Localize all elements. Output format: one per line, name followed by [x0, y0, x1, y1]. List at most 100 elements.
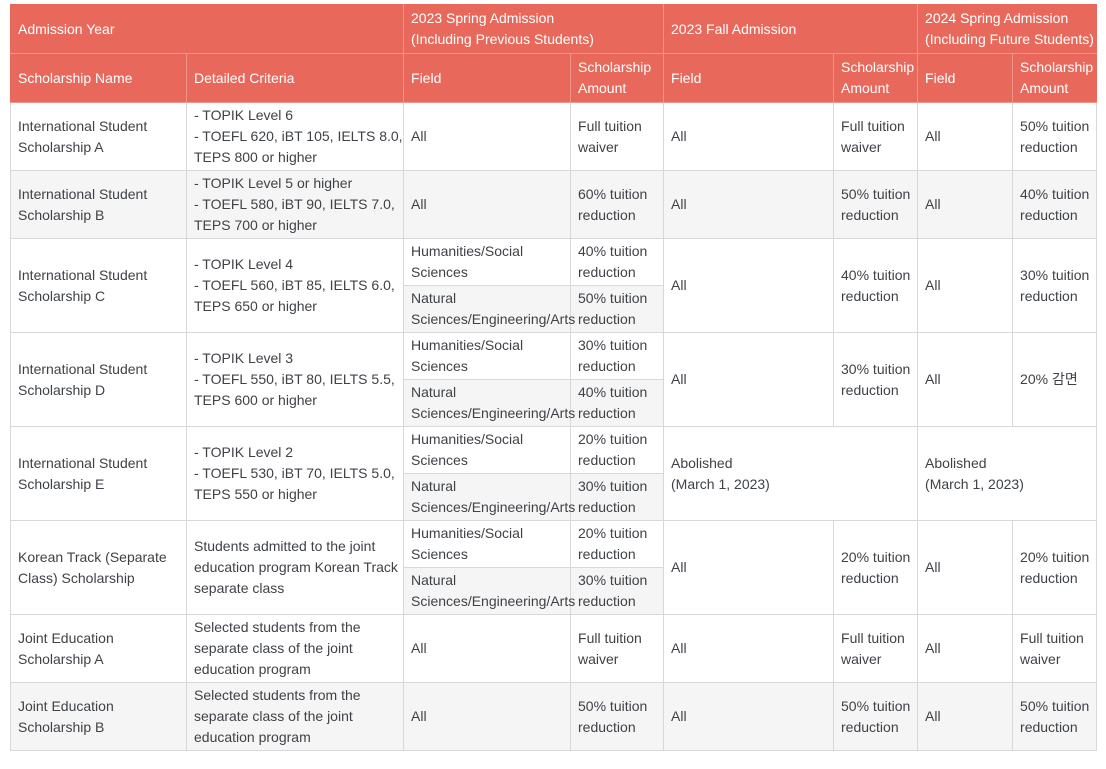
amount-cell: 30% tuition reduction: [1012, 238, 1098, 333]
table-row-joint-b: Joint Education Scholarship B Selected s…: [10, 682, 1098, 751]
field-cell: All: [917, 682, 1014, 751]
field-cell: All: [403, 102, 572, 171]
scholarship-name-cell: International Student Scholarship B: [10, 170, 187, 239]
field-cell: Humanities/Social Sciences: [403, 238, 572, 286]
field-cell: All: [403, 614, 572, 683]
field-cell: All: [917, 170, 1014, 239]
table-row-scholarship-b: International Student Scholarship B - TO…: [10, 170, 1098, 239]
table-subrow-scholarship-d: Natural Sciences/Engineering/Arts 40% tu…: [11, 379, 1097, 427]
header-2023-spring-admission: 2023 Spring Admission (Including Previou…: [403, 4, 665, 54]
criteria-cell: - TOPIK Level 5 or higher - TOEFL 580, i…: [185, 170, 405, 239]
abolished-cell: Abolished (March 1, 2023): [917, 426, 1098, 521]
table-header: Admission Year 2023 Spring Admission (In…: [9, 4, 1098, 103]
field-cell: Natural Sciences/Engineering/Arts: [403, 567, 575, 615]
abolished-cell: Abolished (March 1, 2023): [663, 426, 919, 521]
criteria-cell: - TOPIK Level 2 - TOEFL 530, iBT 70, IEL…: [185, 426, 405, 521]
scholarship-name-cell: International Student Scholarship C: [10, 238, 187, 333]
amount-cell: 50% tuition reduction: [1012, 102, 1098, 171]
table-row-scholarship-e: International Student Scholarship E - TO…: [10, 426, 1098, 521]
amount-cell: Full tuition waiver: [1012, 614, 1098, 683]
header-admission-year: Admission Year: [9, 4, 405, 54]
field-cell: Humanities/Social Sciences: [403, 332, 572, 380]
field-cell: All: [663, 102, 835, 171]
subheader-amount-fall2023: Scholarship Amount: [833, 53, 919, 103]
scholarship-table: Admission Year 2023 Spring Admission (In…: [9, 4, 1098, 751]
table-row-scholarship-a: International Student Scholarship A - TO…: [10, 102, 1098, 171]
amount-cell: 50% tuition reduction: [570, 682, 665, 751]
field-cell: Natural Sciences/Engineering/Arts: [403, 379, 575, 427]
table-row-joint-a: Joint Education Scholarship A Selected s…: [10, 614, 1098, 683]
field-cell: Natural Sciences/Engineering/Arts: [403, 285, 575, 333]
criteria-cell: - TOPIK Level 4 - TOEFL 560, iBT 85, IEL…: [185, 238, 405, 333]
amount-cell: Full tuition waiver: [570, 102, 665, 171]
amount-cell: 40% tuition reduction: [570, 379, 665, 427]
amount-cell: 60% tuition reduction: [570, 170, 665, 239]
field-cell: All: [663, 238, 835, 333]
table-row-scholarship-c: International Student Scholarship C - TO…: [10, 238, 1098, 333]
criteria-cell: Students admitted to the joint education…: [185, 520, 405, 615]
header-sub-row: Scholarship Name Detailed Criteria Field…: [10, 53, 1098, 103]
table-subrow-scholarship-c: Natural Sciences/Engineering/Arts 50% tu…: [11, 285, 1097, 333]
amount-cell: 50% tuition reduction: [833, 682, 919, 751]
field-cell: All: [917, 102, 1014, 171]
field-cell: Humanities/Social Sciences: [403, 426, 572, 474]
field-cell: Humanities/Social Sciences: [403, 520, 572, 568]
field-cell: All: [917, 614, 1014, 683]
field-cell: All: [663, 332, 835, 427]
amount-cell: 30% tuition reduction: [570, 332, 665, 380]
subheader-field-spring2024: Field: [917, 53, 1014, 103]
field-cell: All: [917, 332, 1014, 427]
amount-cell: 50% tuition reduction: [1012, 682, 1098, 751]
amount-cell: 20% tuition reduction: [570, 520, 665, 568]
scholarship-name-cell: International Student Scholarship E: [10, 426, 187, 521]
field-cell: All: [403, 682, 572, 751]
amount-cell: Full tuition waiver: [570, 614, 665, 683]
criteria-cell: - TOPIK Level 6 - TOEFL 620, iBT 105, IE…: [185, 102, 405, 171]
field-cell: All: [917, 238, 1014, 333]
amount-cell: 50% tuition reduction: [833, 170, 919, 239]
field-cell: All: [917, 520, 1014, 615]
amount-cell: 40% tuition reduction: [1012, 170, 1098, 239]
header-group-row: Admission Year 2023 Spring Admission (In…: [9, 4, 1098, 54]
criteria-cell: Selected students from the separate clas…: [185, 682, 405, 751]
scholarship-name-cell: Korean Track (Separate Class) Scholarshi…: [10, 520, 187, 615]
table-row-scholarship-d: International Student Scholarship D - TO…: [10, 332, 1098, 427]
amount-cell: 50% tuition reduction: [570, 285, 665, 333]
field-cell: All: [663, 170, 835, 239]
amount-cell: 20% tuition reduction: [833, 520, 919, 615]
scholarship-name-cell: Joint Education Scholarship B: [10, 682, 187, 751]
subheader-field-spring2023: Field: [403, 53, 572, 103]
scholarship-name-cell: International Student Scholarship D: [10, 332, 187, 427]
table-body: International Student Scholarship A - TO…: [10, 102, 1098, 751]
table-row-korean-track: Korean Track (Separate Class) Scholarshi…: [10, 520, 1098, 615]
field-cell: Natural Sciences/Engineering/Arts: [403, 473, 575, 521]
header-2024-spring-admission: 2024 Spring Admission (Including Future …: [917, 4, 1098, 54]
subheader-detailed-criteria: Detailed Criteria: [185, 53, 405, 103]
field-cell: All: [663, 682, 835, 751]
field-cell: All: [403, 170, 572, 239]
amount-cell: 20% tuition reduction: [1012, 520, 1098, 615]
amount-cell: 30% tuition reduction: [570, 473, 665, 521]
subheader-scholarship-name: Scholarship Name: [10, 53, 187, 103]
amount-cell: 20% 감면: [1012, 332, 1098, 427]
amount-cell: Full tuition waiver: [833, 102, 919, 171]
amount-cell: 40% tuition reduction: [570, 238, 665, 286]
header-2023-fall-admission: 2023 Fall Admission: [663, 4, 919, 54]
table-subrow-scholarship-e: Natural Sciences/Engineering/Arts 30% tu…: [11, 473, 1097, 521]
amount-cell: 40% tuition reduction: [833, 238, 919, 333]
criteria-cell: - TOPIK Level 3 - TOEFL 550, iBT 80, IEL…: [185, 332, 405, 427]
criteria-cell: Selected students from the separate clas…: [185, 614, 405, 683]
scholarship-name-cell: International Student Scholarship A: [10, 102, 187, 171]
subheader-amount-spring2024: Scholarship Amount: [1012, 53, 1098, 103]
field-cell: All: [663, 520, 835, 615]
amount-cell: 30% tuition reduction: [833, 332, 919, 427]
subheader-field-fall2023: Field: [663, 53, 835, 103]
amount-cell: Full tuition waiver: [833, 614, 919, 683]
amount-cell: 30% tuition reduction: [570, 567, 665, 615]
scholarship-table-container: Admission Year 2023 Spring Admission (In…: [9, 4, 1098, 751]
field-cell: All: [663, 614, 835, 683]
amount-cell: 20% tuition reduction: [570, 426, 665, 474]
scholarship-name-cell: Joint Education Scholarship A: [10, 614, 187, 683]
subheader-amount-spring2023: Scholarship Amount: [570, 53, 665, 103]
